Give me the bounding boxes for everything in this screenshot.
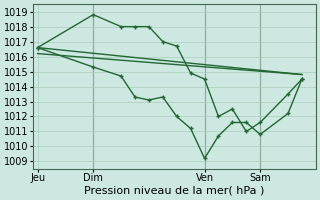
X-axis label: Pression niveau de la mer( hPa ): Pression niveau de la mer( hPa ) bbox=[84, 186, 265, 196]
